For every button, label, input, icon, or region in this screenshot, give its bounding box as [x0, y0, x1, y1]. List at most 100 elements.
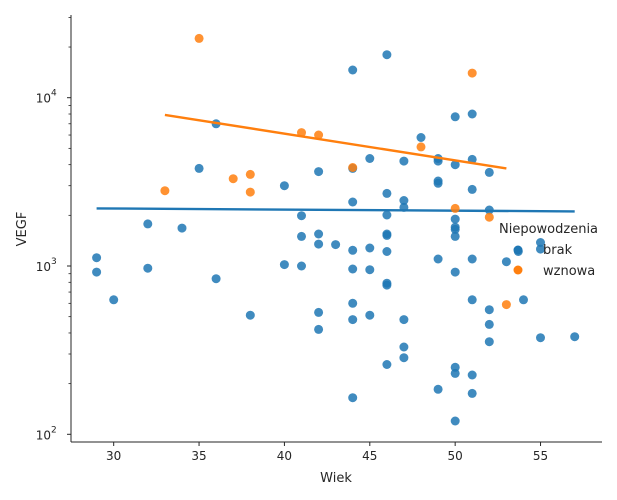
- point-brak-48: [416, 133, 426, 142]
- point-wznowa-7: [348, 163, 358, 172]
- point-brak-61: [450, 267, 460, 277]
- point-brak-69: [467, 295, 477, 305]
- point-brak-79: [519, 295, 528, 305]
- point-brak-43: [399, 196, 409, 205]
- point-wznowa-12: [501, 300, 511, 310]
- series-brak: [92, 50, 580, 426]
- point-brak-80: [536, 238, 545, 247]
- x-axis-label: Wiek: [320, 471, 352, 486]
- point-wznowa-0: [160, 186, 170, 196]
- point-brak-0: [92, 253, 102, 263]
- y-tick-exponent-1000: 3: [51, 257, 57, 267]
- y-axis-label: VEGF: [15, 212, 30, 247]
- point-brak-21: [348, 65, 358, 75]
- point-brak-1: [92, 267, 102, 277]
- point-brak-40: [382, 280, 392, 290]
- x-tick-label-35: 35: [191, 449, 206, 463]
- point-brak-52: [433, 178, 443, 188]
- point-brak-19: [314, 324, 324, 334]
- point-brak-67: [467, 184, 477, 194]
- plot-area: [92, 33, 580, 426]
- legend-label-wznowa: wznowa: [543, 264, 595, 279]
- point-brak-8: [211, 274, 221, 284]
- x-tick-label-40: 40: [277, 449, 292, 463]
- point-brak-72: [484, 167, 494, 177]
- point-brak-65: [467, 109, 477, 119]
- point-brak-26: [348, 298, 358, 308]
- axes: [70, 15, 602, 443]
- point-brak-17: [314, 239, 324, 249]
- point-wznowa-9: [450, 203, 460, 213]
- x-tick-label-50: 50: [448, 449, 463, 463]
- point-brak-4: [143, 263, 153, 273]
- point-brak-45: [399, 315, 409, 325]
- point-brak-70: [467, 370, 477, 380]
- point-brak-30: [365, 243, 375, 253]
- point-brak-41: [382, 360, 392, 369]
- point-brak-13: [297, 231, 306, 241]
- point-brak-10: [279, 181, 289, 191]
- point-brak-59: [450, 224, 460, 234]
- point-brak-11: [279, 260, 289, 270]
- point-brak-23: [348, 197, 358, 207]
- point-brak-68: [467, 254, 477, 264]
- point-brak-74: [484, 305, 494, 315]
- point-brak-27: [348, 315, 358, 325]
- point-brak-38: [382, 247, 392, 256]
- point-brak-20: [331, 240, 341, 250]
- point-brak-24: [348, 245, 358, 255]
- point-brak-75: [484, 319, 494, 329]
- x-tick-label-55: 55: [533, 449, 548, 463]
- point-brak-63: [450, 368, 460, 378]
- x-tick-label-30: 30: [106, 449, 121, 463]
- point-brak-14: [297, 261, 306, 271]
- y-tick-exponent-10000: 4: [51, 89, 57, 99]
- point-brak-83: [570, 332, 580, 342]
- x-tick-label-45: 45: [362, 449, 377, 463]
- point-brak-76: [484, 337, 494, 347]
- point-wznowa-4: [245, 187, 255, 197]
- trend-line-brak: [96, 207, 575, 213]
- point-wznowa-3: [245, 169, 255, 179]
- point-brak-29: [365, 154, 375, 163]
- point-brak-9: [245, 310, 255, 320]
- point-brak-64: [450, 416, 460, 426]
- point-brak-12: [297, 211, 306, 221]
- point-brak-6: [194, 163, 204, 173]
- point-brak-28: [348, 393, 358, 403]
- y-tick-label-10000: 10: [36, 92, 51, 106]
- legend-title: Niepowodzenia: [499, 222, 598, 237]
- x-ticks: 30 35 40 45 50 55: [106, 442, 548, 463]
- point-brak-55: [450, 112, 460, 122]
- point-brak-5: [177, 223, 187, 233]
- legend-marker-wznowa: [513, 265, 523, 275]
- point-brak-33: [382, 50, 392, 60]
- point-brak-37: [382, 230, 392, 240]
- y-tick-label-1000: 10: [36, 260, 51, 274]
- point-wznowa-2: [228, 174, 238, 184]
- point-brak-15: [314, 167, 324, 177]
- point-brak-25: [348, 264, 358, 274]
- series-wznowa: [160, 33, 511, 310]
- point-brak-54: [433, 384, 443, 394]
- point-brak-46: [399, 342, 409, 352]
- legend-marker-brak: [513, 245, 523, 255]
- point-brak-60: [450, 231, 460, 241]
- point-brak-32: [365, 310, 375, 320]
- y-tick-exponent-100: 2: [51, 425, 57, 435]
- point-brak-71: [467, 388, 477, 398]
- point-brak-16: [314, 229, 324, 239]
- point-brak-3: [143, 219, 153, 229]
- y-tick-label-100: 10: [36, 428, 51, 442]
- point-brak-56: [450, 160, 460, 170]
- point-brak-31: [365, 265, 375, 275]
- point-brak-18: [314, 307, 324, 317]
- point-brak-81: [536, 244, 545, 254]
- point-brak-34: [382, 188, 392, 198]
- point-brak-42: [399, 156, 409, 166]
- point-brak-35: [382, 210, 392, 220]
- point-brak-57: [450, 214, 460, 224]
- point-wznowa-11: [484, 212, 494, 222]
